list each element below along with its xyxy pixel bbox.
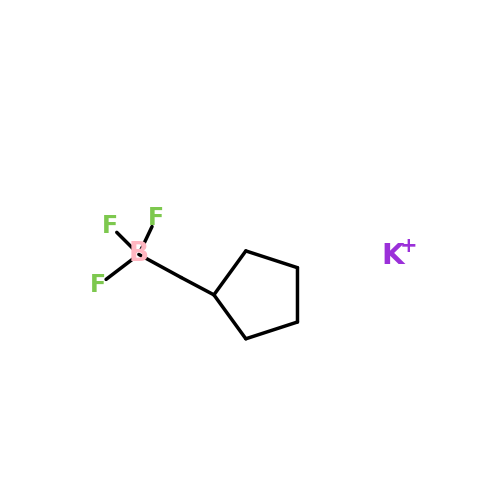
- Text: +: +: [400, 236, 417, 256]
- Text: F: F: [90, 273, 106, 297]
- Text: B: B: [129, 242, 149, 268]
- Text: F: F: [102, 214, 118, 238]
- Text: F: F: [148, 206, 164, 230]
- Text: K: K: [382, 242, 404, 270]
